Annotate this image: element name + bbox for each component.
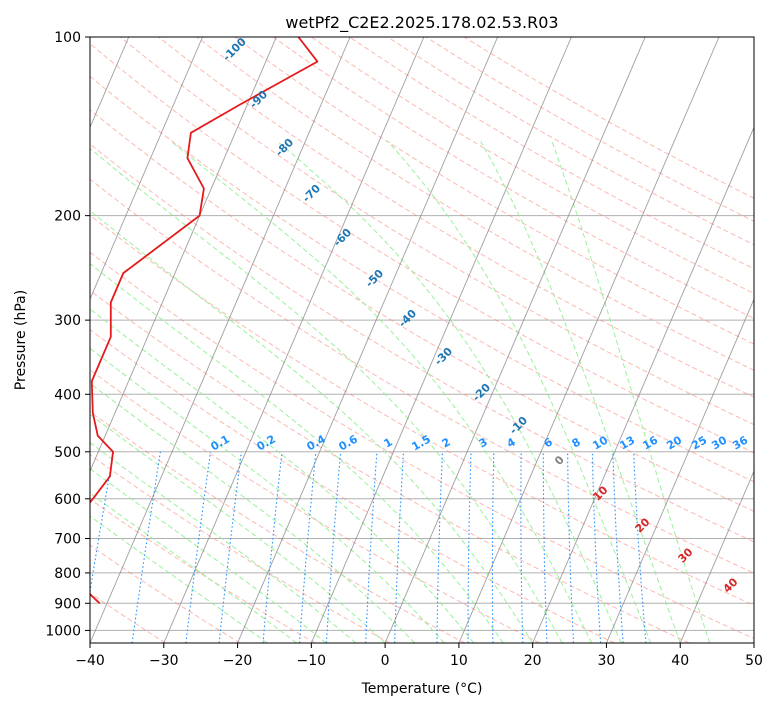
mixing-ratio-line [185, 451, 212, 643]
y-axis: 100 200 300 400 500 600 700 800 900 1000 [45, 30, 90, 639]
isotherm-line [679, 469, 754, 643]
dry-adiabat-line [90, 143, 754, 543]
y-tick-label: 300 [54, 313, 81, 329]
y-tick-label: 500 [54, 445, 81, 461]
dry-adiabat-line [119, 37, 754, 426]
moist-adiabat-line [90, 515, 268, 643]
mixing-ratio-line [365, 451, 378, 643]
mixing-ratio-line [591, 451, 602, 643]
x-tick-label: 50 [745, 653, 763, 669]
dry-adiabat-line [196, 37, 754, 371]
profile-lines [90, 37, 319, 604]
x-tick-label: 40 [671, 653, 689, 669]
y-tick-label: 400 [54, 387, 81, 403]
moist-adiabat-line [90, 382, 415, 643]
isotherm-line [606, 298, 754, 643]
y-tick-label: 700 [54, 532, 81, 548]
x-axis-title: Temperature (°C) [361, 681, 483, 697]
isotherm-line [90, 37, 277, 473]
dry-adiabat-line [90, 43, 754, 454]
x-tick-label: −20 [223, 653, 253, 669]
mixing-ratio-line [218, 451, 242, 643]
x-tick-label: 10 [450, 653, 468, 669]
mixing-ratio-line [262, 451, 283, 643]
isotherm-line [90, 37, 203, 301]
isotherm-line [90, 37, 351, 643]
dry-adiabat-line [158, 37, 754, 398]
moist-adiabat-line [170, 141, 593, 643]
dry-adiabat-line [349, 37, 754, 270]
isotherm-line [310, 37, 572, 643]
moist-adiabat-line [90, 262, 504, 643]
dry-adiabat-line [90, 498, 316, 643]
dry-adiabat-line [90, 214, 754, 606]
isotherm-line [237, 37, 499, 643]
x-tick-label: 0 [381, 653, 390, 669]
x-tick-label: 30 [598, 653, 616, 669]
dry-adiabat-line [387, 37, 754, 246]
mixing-ratio-line [131, 451, 161, 643]
isotherm-line [532, 126, 754, 643]
dry-adiabat-line [90, 251, 754, 640]
moist-adiabat-line [90, 147, 563, 643]
moist-adiabat-line [277, 141, 622, 643]
y-tick-label: 600 [54, 492, 81, 508]
mixing-ratio-line [299, 451, 317, 643]
y-tick-label: 100 [54, 30, 81, 46]
pressure-gridlines [90, 37, 754, 631]
mixing-ratio-line [612, 451, 624, 643]
x-tick-label: −10 [297, 653, 327, 669]
moist-adiabat-line [90, 210, 534, 643]
plot-area [90, 37, 754, 643]
mixing-ratio-lines [90, 451, 647, 643]
moist-adiabat-line [90, 347, 445, 643]
mixing-ratio-line [633, 451, 647, 643]
isotherm-line [753, 641, 754, 643]
plot-background [90, 37, 754, 643]
y-tick-label: 900 [54, 596, 81, 612]
dry-adiabat-line [90, 178, 754, 574]
isotherms [90, 37, 754, 643]
temperature-profile-line [90, 37, 319, 604]
mixing-ratio-line [394, 451, 405, 643]
y-tick-label: 800 [54, 566, 81, 582]
y-tick-label: 200 [54, 209, 81, 225]
chart-title: wetPf2_C2E2.2025.178.02.53.R03 [285, 13, 558, 33]
moist-adiabat-line [90, 308, 474, 643]
dry-adiabat-line [90, 109, 754, 512]
y-tick-label: 1000 [45, 623, 81, 639]
isotherm-line [458, 37, 720, 643]
isotherm-line [163, 37, 425, 643]
x-axis: −40 −30 −20 −10 0 10 20 30 40 50 [75, 643, 763, 669]
dry-adiabat-line [234, 37, 754, 345]
dry-adiabat-line [272, 37, 754, 320]
isotherm-line [384, 37, 646, 643]
x-tick-label: −30 [149, 653, 179, 669]
mixing-ratio-line [325, 451, 342, 643]
y-axis-title: Pressure (hPa) [13, 290, 29, 390]
x-tick-label: 20 [524, 653, 542, 669]
moist-adiabat-line [480, 141, 681, 643]
dry-adiabat-line [90, 453, 391, 643]
plot-frame [89, 36, 755, 644]
x-tick-label: −40 [75, 653, 105, 669]
dry-adiabat-line [90, 289, 690, 643]
moist-adiabat-line [90, 468, 327, 643]
